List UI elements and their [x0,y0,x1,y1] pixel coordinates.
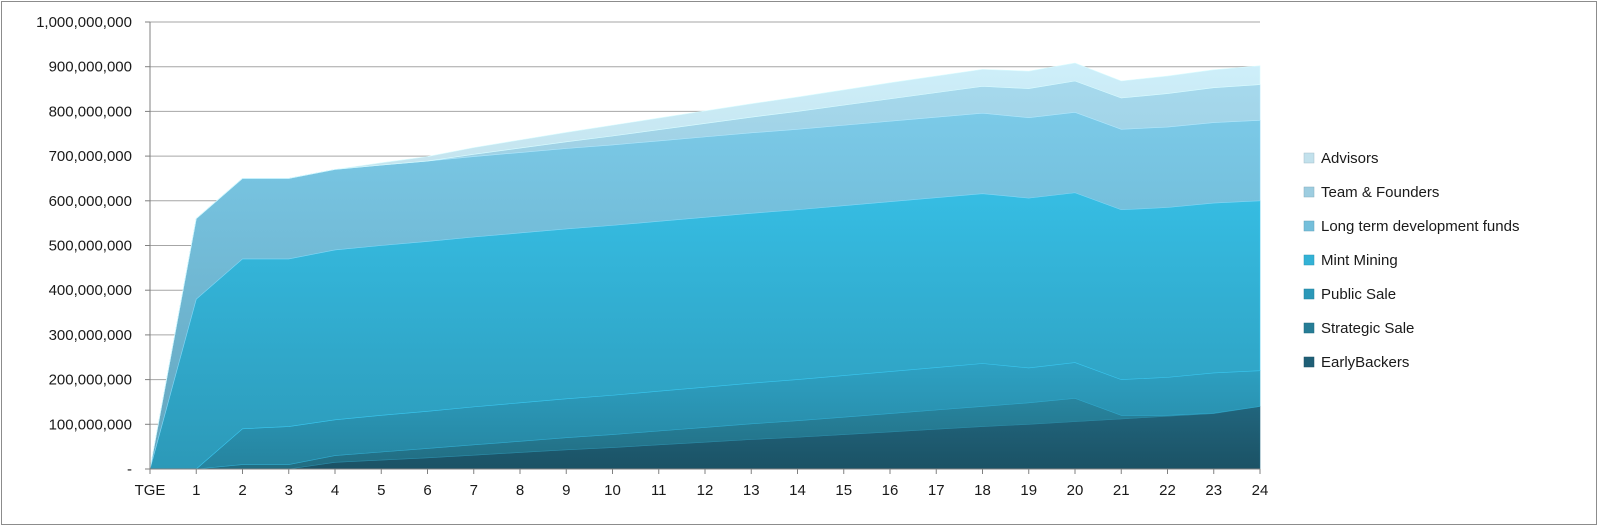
area-advisors [149,62,1261,470]
y-tick-label: 900,000,000 [49,59,132,76]
legend-item: EarlyBackers [1303,354,1409,371]
y-tick-label: 200,000,000 [49,372,132,389]
x-tick-label: 19 [1020,482,1037,499]
legend-item: Public Sale [1303,286,1396,303]
legend-swatch [1303,152,1315,164]
legend-swatch [1303,254,1315,266]
legend-item: Strategic Sale [1303,320,1414,337]
legend-item: Long term development funds [1303,218,1519,235]
legend-swatch [1303,220,1315,232]
legend-item: Advisors [1303,150,1379,167]
x-tick-label: 3 [285,482,293,499]
legend-swatch [1303,322,1315,334]
x-tick-label: 8 [516,482,524,499]
x-axis-tick-labels: TGE 1 2 3 4 5 6 7 8 9 10 11 12 13 14 15 16 17 18 19 20 21 22 23… [135,482,1269,499]
legend-item: Team & Founders [1303,184,1439,201]
y-tick-label: 1,000,000,000 [36,14,132,31]
x-tick-label: 17 [928,482,945,499]
legend-label: Team & Founders [1321,184,1439,201]
y-tick-label: 400,000,000 [49,282,132,299]
x-tick-label: 20 [1067,482,1084,499]
legend-item: Mint Mining [1303,252,1398,269]
x-tick-label: 14 [789,482,806,499]
x-tick-label: 6 [423,482,431,499]
legend-label: EarlyBackers [1321,354,1409,371]
legend-label: Mint Mining [1321,252,1398,269]
x-tick-label: 7 [470,482,478,499]
legend-swatch [1303,186,1315,198]
x-tick-label: 2 [238,482,246,499]
y-tick-label: - [127,461,132,478]
x-tick-label: 21 [1113,482,1130,499]
x-tick-label: TGE [135,482,166,499]
legend-swatch [1303,288,1315,300]
legend: Advisors Team & Founders Long term develop… [1303,150,1519,371]
x-tick-label: 5 [377,482,385,499]
x-tick-label: 12 [697,482,714,499]
area-series [149,62,1261,470]
y-axis-tick-labels: - 100,000,000 200,000,000 300,000,000 400,00… [36,14,132,478]
x-tick-label: 16 [882,482,899,499]
legend-label: Strategic Sale [1321,320,1414,337]
axes [145,21,1261,474]
y-tick-label: 800,000,000 [49,103,132,120]
legend-swatch [1303,356,1315,368]
legend-label: Long term development funds [1321,218,1519,235]
x-tick-label: 22 [1159,482,1176,499]
x-tick-label: 11 [651,482,667,499]
y-tick-label: 600,000,000 [49,193,132,210]
legend-label: Public Sale [1321,286,1396,303]
x-tick-label: 4 [331,482,339,499]
x-tick-label: 13 [743,482,760,499]
y-tick-label: 700,000,000 [49,148,132,165]
y-tick-label: 100,000,000 [49,416,132,433]
x-tick-label: 18 [974,482,991,499]
y-tick-label: 300,000,000 [49,327,132,344]
x-tick-label: 15 [835,482,852,499]
x-tick-label: 9 [562,482,570,499]
x-tick-label: 24 [1252,482,1269,499]
legend-label: Advisors [1321,150,1379,167]
x-tick-label: 23 [1205,482,1222,499]
x-tick-label: 1 [192,482,200,499]
y-tick-label: 500,000,000 [49,238,132,255]
x-tick-label: 10 [604,482,621,499]
